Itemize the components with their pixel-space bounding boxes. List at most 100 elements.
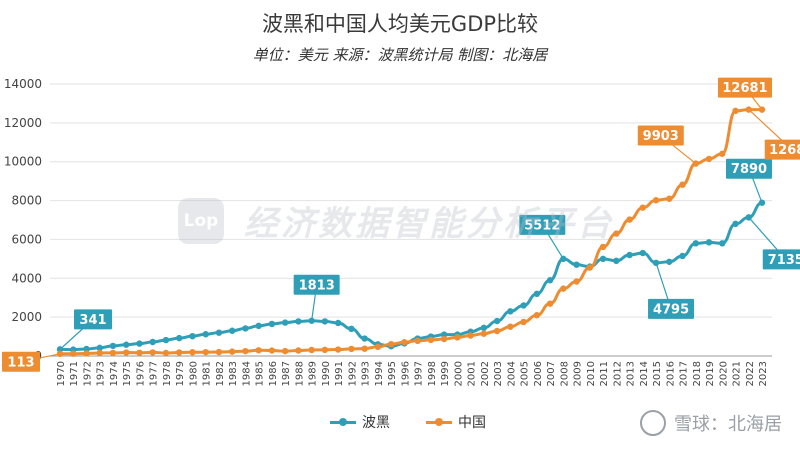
data-point-bosnia: [348, 325, 355, 332]
watermark: Lop 经济数据智能分析平台: [178, 196, 614, 245]
data-point-china: [321, 346, 329, 354]
data-point-china: [533, 312, 541, 319]
data-point-china: [255, 347, 262, 354]
data-point-china: [162, 349, 170, 357]
x-tick-label: 2011: [599, 361, 610, 386]
data-label: 7890: [731, 162, 767, 177]
data-point-china: [96, 349, 103, 357]
x-tick-label: 2004: [506, 361, 517, 386]
data-point-china: [242, 347, 249, 355]
data-label: 341: [79, 313, 106, 328]
data-point-china: [719, 150, 726, 157]
x-tick-label: 1987: [281, 361, 292, 386]
callout-box: [764, 139, 800, 160]
x-tick-label: 1979: [175, 361, 186, 386]
x-tick-label: 1996: [400, 361, 411, 386]
data-label: 12683: [769, 143, 800, 158]
data-point-bosnia: [136, 340, 143, 347]
data-point-bosnia: [228, 327, 236, 334]
callout-box: [762, 249, 800, 270]
legend-label: 波黑: [362, 415, 390, 431]
data-point-china: [599, 243, 607, 251]
callout-box: [726, 158, 772, 179]
data-point-bosnia: [613, 257, 620, 264]
data-point-bosnia: [295, 318, 302, 325]
data-point-china: [202, 348, 209, 356]
data-point-bosnia: [189, 332, 196, 340]
data-label: 4795: [653, 302, 689, 317]
x-tick-label: 1970: [56, 361, 67, 386]
data-label: 1813: [299, 278, 335, 293]
data-point-bosnia: [149, 338, 156, 346]
x-tick-label: 1991: [334, 361, 345, 386]
data-point-bosnia: [626, 251, 633, 259]
data-point-china: [586, 264, 594, 271]
data-point-china: [560, 285, 567, 292]
x-tick-label: 1972: [82, 361, 93, 386]
legend-label: 中国: [458, 415, 486, 431]
y-tick-label: 6000: [11, 232, 42, 246]
data-point-bosnia: [546, 277, 554, 284]
data-point-china: [493, 327, 501, 335]
x-tick-label: 2002: [480, 361, 491, 386]
callout-box: [718, 77, 772, 98]
data-point-bosnia: [719, 240, 726, 247]
x-tick-label: 1980: [188, 361, 199, 386]
x-tick-label: 2001: [467, 361, 478, 386]
data-point-bosnia: [480, 324, 488, 332]
xueqiu-watermark: 雪球：北海居: [640, 410, 782, 436]
callout-box: [2, 351, 40, 372]
data-point-china: [387, 340, 395, 348]
data-point-bosnia: [83, 345, 90, 353]
data-point-china: [70, 350, 77, 357]
x-tick-label: 1989: [308, 361, 319, 386]
data-point-china: [361, 345, 368, 352]
data-point-china: [176, 349, 183, 356]
x-tick-label: 1974: [109, 361, 120, 386]
data-point-china: [520, 318, 527, 326]
x-tick-label: 1971: [69, 361, 80, 386]
y-tick-label: 8000: [11, 194, 42, 208]
data-point-bosnia: [493, 317, 501, 325]
data-label: 12681: [722, 81, 767, 96]
xueqiu-text: 雪球：北海居: [674, 414, 782, 435]
data-point-bosnia: [639, 249, 646, 257]
callout-box: [519, 214, 566, 235]
x-tick-label: 1999: [440, 361, 451, 386]
x-tick-label: 1981: [202, 361, 213, 386]
data-point-bosnia: [692, 240, 699, 247]
data-point-china: [374, 343, 382, 351]
data-point-bosnia: [109, 342, 117, 350]
x-tick-label: 1993: [361, 361, 372, 386]
x-tick-label: 2006: [533, 361, 544, 386]
data-point-china: [348, 345, 355, 353]
x-tick-label: 2021: [732, 361, 743, 386]
x-tick-label: 2023: [758, 361, 769, 386]
x-tick-label: 2017: [679, 361, 690, 386]
data-point-bosnia: [533, 290, 541, 298]
data-point-china: [189, 349, 196, 356]
callout-box: [637, 125, 684, 146]
data-point-china: [295, 347, 302, 354]
data-point-china: [546, 300, 554, 307]
y-tick-label: 14000: [4, 77, 42, 91]
legend-item-china: 中国: [426, 412, 486, 432]
data-point-china: [215, 348, 223, 356]
data-point-bosnia: [215, 329, 223, 336]
data-point-china: [705, 155, 713, 163]
x-tick-label: 1973: [96, 361, 107, 386]
data-label: 7135: [768, 253, 800, 268]
data-point-china: [626, 216, 633, 223]
data-point-bosnia: [242, 325, 249, 332]
x-tick-label: 1988: [294, 361, 305, 386]
data-point-china: [454, 334, 461, 341]
data-point-bosnia: [202, 331, 209, 338]
data-point-bosnia: [281, 319, 289, 326]
data-point-china: [268, 347, 276, 354]
y-tick-label: 4000: [11, 271, 42, 285]
x-tick-label: 1990: [321, 361, 332, 386]
x-tick-label: 1976: [135, 361, 146, 386]
x-tick-label: 1994: [374, 361, 385, 386]
x-tick-label: 1998: [427, 361, 438, 386]
data-point-bosnia: [268, 320, 276, 328]
